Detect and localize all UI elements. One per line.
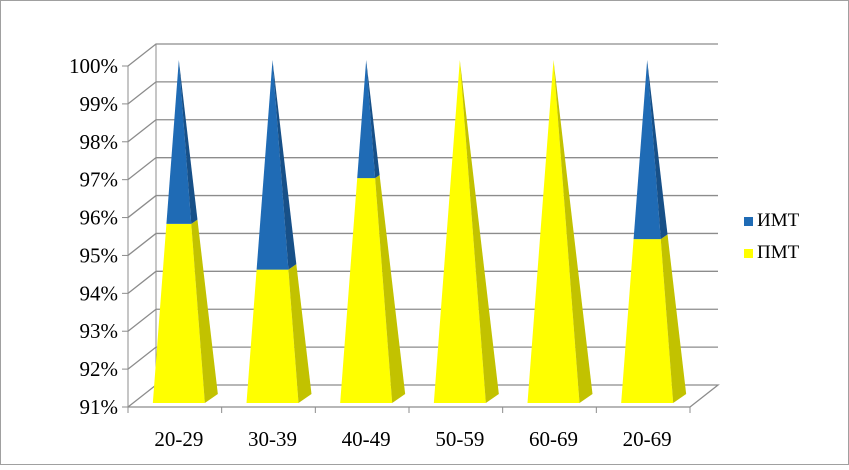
- legend-label-pmt: ПМТ: [757, 242, 800, 263]
- x-tick-label: 60-69: [529, 427, 578, 451]
- x-tick-labels: 20-29 30-39 40-49 50-59 60-69 20-69: [154, 427, 671, 451]
- y-tick-label: 98%: [80, 130, 119, 154]
- bar-imt-side: [178, 60, 198, 224]
- bar-pmt-side: [191, 219, 218, 403]
- x-tick-label: 40-49: [342, 427, 391, 451]
- bar-imt-side: [366, 60, 380, 179]
- y-tick-labels: 91% 92% 93% 94% 95% 96% 97% 98% 99% 100%: [69, 54, 118, 419]
- bar-imt: [166, 60, 192, 224]
- bar-imt: [256, 60, 289, 270]
- legend-item-pmt: ПМТ: [744, 242, 799, 264]
- bar-group: [527, 60, 593, 403]
- y-tick-label: 100%: [69, 54, 118, 78]
- bar-imt-side: [647, 60, 668, 240]
- bar-imt: [357, 60, 376, 179]
- bar-pmt-side: [459, 60, 499, 403]
- y-tick-label: 92%: [80, 357, 119, 381]
- bar-pmt-side: [375, 175, 406, 403]
- bar-pmt-side: [288, 264, 312, 403]
- bar-pmt: [246, 269, 299, 403]
- x-tick-label: 50-59: [435, 427, 484, 451]
- bar-pmt: [621, 239, 674, 403]
- bar-pmt: [152, 223, 205, 403]
- bar-pmt-side: [660, 234, 687, 403]
- y-tick-label: 93%: [80, 319, 119, 343]
- x-tick-label: 20-29: [154, 427, 203, 451]
- legend-swatch-imt: [744, 216, 753, 226]
- legend-item-imt: ИМТ: [744, 210, 799, 232]
- axes: [122, 44, 691, 413]
- y-tick-label: 96%: [80, 206, 119, 230]
- bar-group: [246, 60, 312, 403]
- bar-pmt: [433, 60, 486, 403]
- bar-pmt: [340, 178, 393, 403]
- bar-group: [152, 60, 218, 403]
- y-tick-label: 94%: [80, 281, 119, 305]
- bar-group: [433, 60, 499, 403]
- bars: [152, 60, 687, 403]
- y-tick-label: 97%: [80, 168, 119, 192]
- bar-imt: [633, 60, 661, 240]
- bar-group: [621, 60, 687, 403]
- legend: ИМТ ПМТ: [744, 210, 799, 274]
- x-tick-label: 30-39: [248, 427, 297, 451]
- y-tick-label: 99%: [80, 92, 119, 116]
- y-tick-label: 95%: [80, 243, 119, 267]
- bar-imt-side: [272, 60, 297, 270]
- bar-pmt: [527, 60, 580, 403]
- bar-pmt-side: [553, 60, 593, 403]
- bar-group: [340, 60, 406, 403]
- legend-label-imt: ИМТ: [757, 210, 800, 231]
- y-tick-label: 91%: [80, 395, 119, 419]
- x-tick-label: 20-69: [623, 427, 672, 451]
- legend-swatch-pmt: [744, 248, 753, 258]
